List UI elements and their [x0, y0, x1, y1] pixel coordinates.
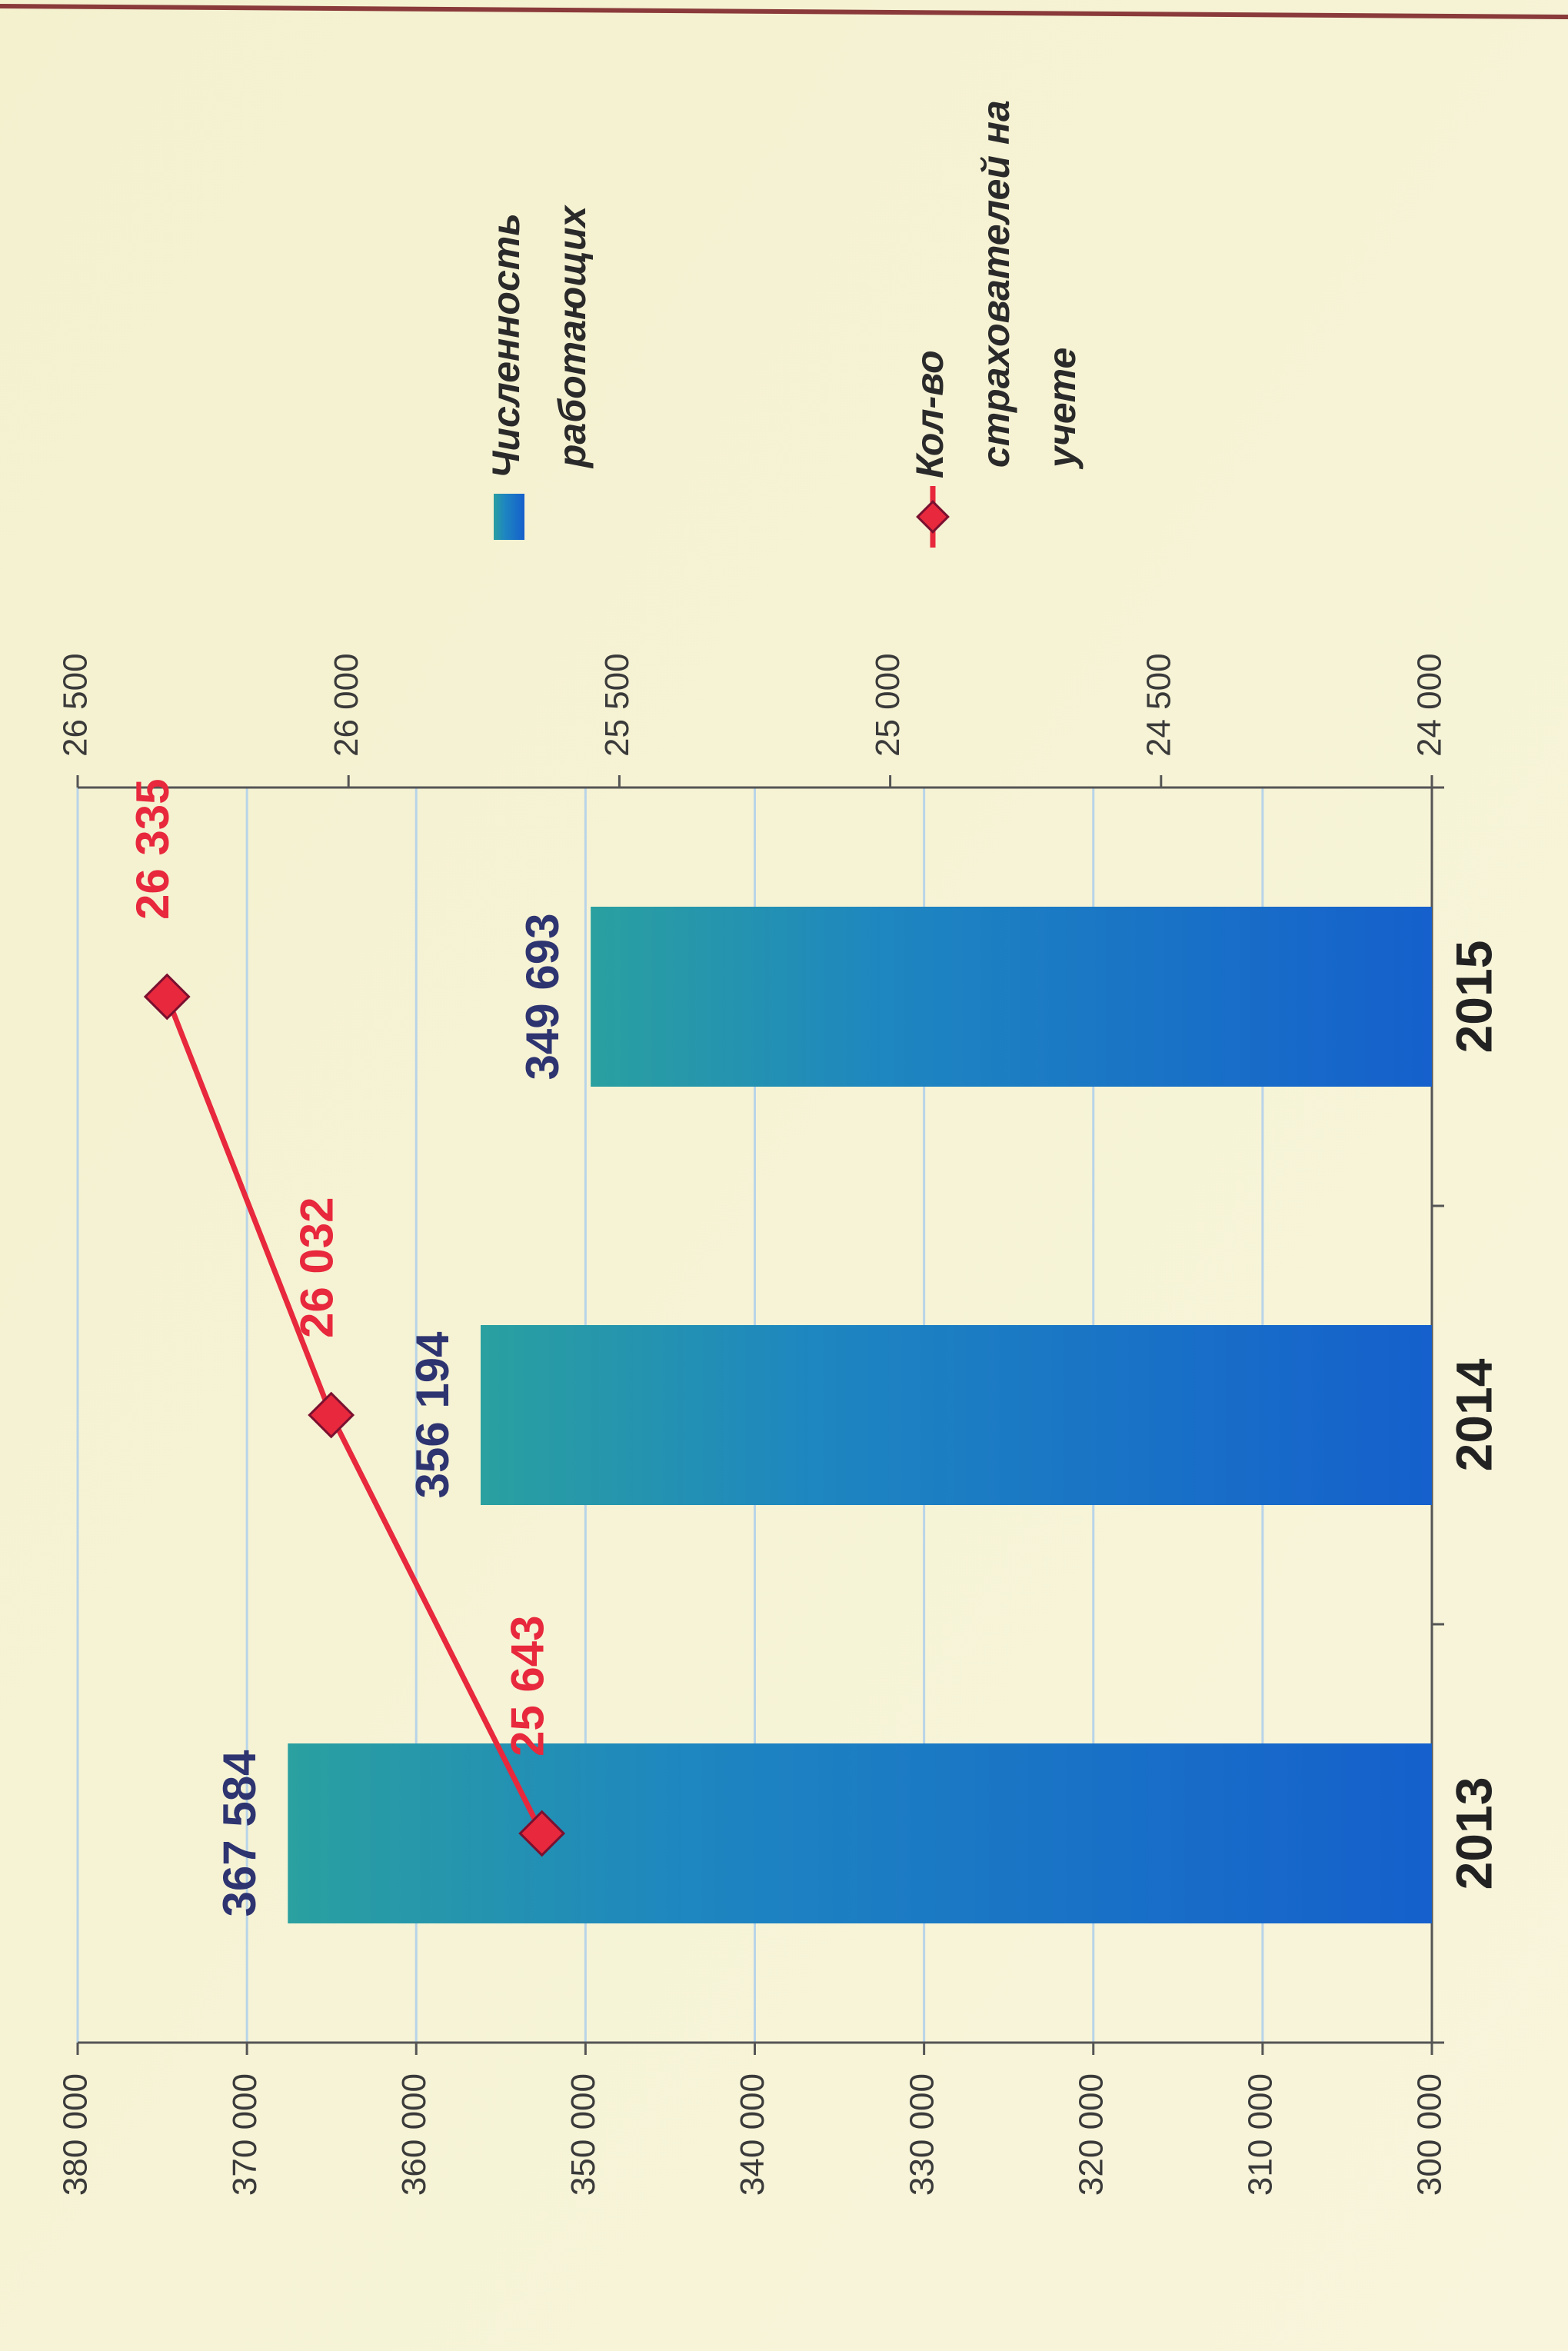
y-tick-label: 330 000	[903, 2073, 940, 2196]
y2-tick-label: 25 500	[598, 653, 636, 757]
y2-tick-label: 25 000	[869, 653, 907, 757]
x-tick-label: 2014	[1445, 1358, 1502, 1471]
y-tick-label: 310 000	[1242, 2073, 1280, 2196]
bar-value-label: 356 194	[407, 1331, 458, 1499]
line-value-label: 26 032	[291, 1197, 343, 1338]
legend-label: Численность работающих	[484, 204, 594, 478]
y2-tick-label: 24 500	[1140, 653, 1177, 757]
legend-marker	[916, 500, 950, 534]
line-value-label: 25 643	[502, 1615, 554, 1757]
y2-tick-label: 24 000	[1411, 653, 1449, 757]
bar	[591, 907, 1432, 1087]
bar	[481, 1325, 1433, 1505]
legend-swatch	[494, 494, 524, 540]
bar-value-label: 367 584	[214, 1750, 265, 1917]
bar	[288, 1743, 1433, 1923]
line-marker	[518, 1810, 566, 1857]
line-value-label: 26 335	[127, 778, 178, 920]
x-tick-label: 2015	[1445, 941, 1502, 1054]
y-tick-label: 320 000	[1072, 2073, 1110, 2196]
bar-value-label: 349 693	[517, 914, 568, 1081]
x-tick-label: 2013	[1445, 1777, 1502, 1890]
y-tick-label: 370 000	[226, 2073, 264, 2196]
y2-tick-label: 26 000	[328, 653, 365, 757]
line-marker	[143, 973, 191, 1021]
line-marker	[308, 1391, 355, 1439]
y-tick-label: 350 000	[564, 2073, 602, 2196]
y-tick-label: 340 000	[734, 2073, 771, 2196]
y-tick-label: 300 000	[1411, 2073, 1449, 2196]
y-tick-label: 360 000	[395, 2073, 433, 2196]
legend-label: Кол-во страхователей на учете	[908, 100, 1084, 478]
page-edge	[0, 4, 1568, 19]
y2-tick-label: 26 500	[57, 653, 95, 757]
y-tick-label: 380 000	[57, 2073, 95, 2196]
